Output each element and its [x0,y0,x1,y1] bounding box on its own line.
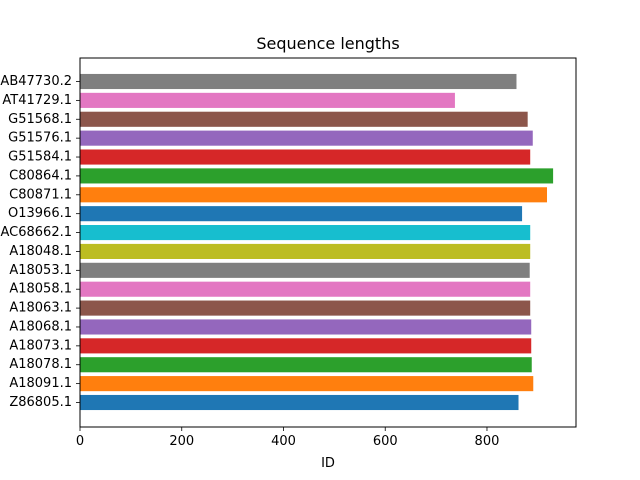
y-tick-label: G51576.1 [8,131,72,146]
y-tick-label: A18048.1 [9,244,72,259]
x-tick-label: 400 [271,434,296,449]
bar [80,149,531,165]
bar [80,376,534,392]
bar [80,92,455,108]
y-tick-label: A18091.1 [9,376,72,391]
y-tick-label: Z86805.1 [9,395,72,410]
bar [80,338,532,354]
y-tick-label: AT41729.1 [2,93,72,108]
x-tick-label: 0 [76,434,84,449]
bar [80,206,523,222]
bar [80,243,531,259]
bar [80,187,548,203]
y-tick-label: A18073.1 [9,338,72,353]
x-tick-label: 200 [169,434,194,449]
y-tick-label: G51568.1 [8,112,72,127]
y-tick-label: G51584.1 [8,150,72,165]
bar [80,262,530,278]
y-tick-label: O13966.1 [8,206,72,221]
x-tick-label: 800 [475,434,500,449]
bar [80,130,533,146]
bar [80,73,517,90]
y-tick-label: AC68662.1 [1,225,73,240]
x-axis-label: ID [321,456,335,471]
y-tick-label: A18068.1 [9,319,72,334]
bar [80,281,531,297]
y-tick-label: A18058.1 [9,282,72,297]
bar [80,394,519,411]
bar [80,319,532,335]
x-tick-label: 600 [373,434,398,449]
y-tick-label: A18063.1 [9,301,72,316]
bar [80,225,531,241]
bar [80,300,531,316]
y-tick-label: C80864.1 [9,168,72,183]
y-tick-label: A18053.1 [9,263,72,278]
y-tick-label: C80871.1 [9,187,72,202]
y-tick-label: AB47730.2 [0,74,72,89]
y-tick-label: A18078.1 [9,357,72,372]
bar [80,357,532,373]
bar [80,111,528,127]
plot-area-frame [79,57,577,428]
bar [80,168,554,184]
chart-title: Sequence lengths [256,34,399,53]
